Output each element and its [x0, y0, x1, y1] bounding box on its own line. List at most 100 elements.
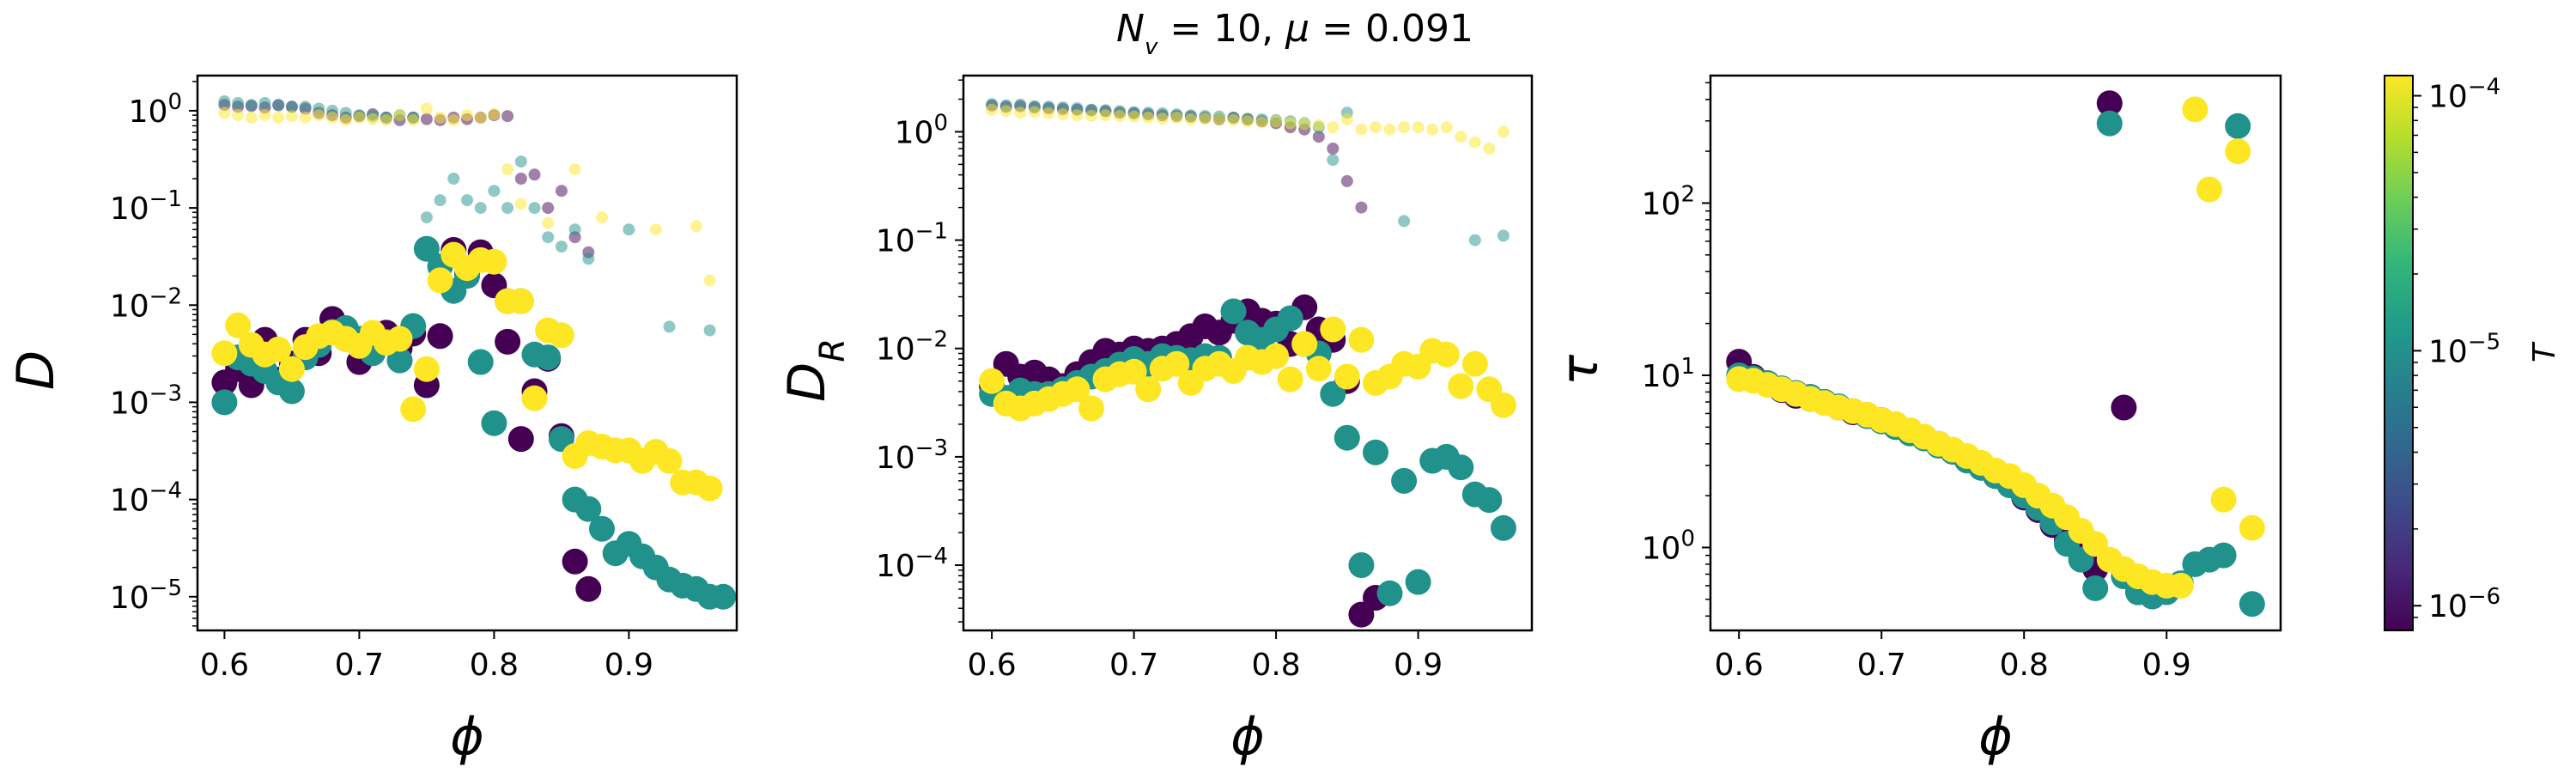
- data-point: [427, 323, 453, 350]
- data-point: [2096, 110, 2123, 137]
- data-point: [400, 396, 427, 423]
- data-point: [514, 155, 527, 168]
- y-tick-exponent: 1: [1680, 354, 1695, 380]
- data-point: [542, 202, 555, 215]
- data-point: [461, 194, 473, 207]
- y-tick-base: 10: [110, 386, 149, 421]
- y-tick-base: 10: [876, 224, 915, 259]
- y-tick-label: 101: [1642, 354, 1695, 394]
- data-point: [507, 288, 534, 314]
- data-point: [1327, 121, 1340, 134]
- y-axis-label-main: τ: [1550, 354, 1610, 386]
- data-point: [1476, 487, 1503, 514]
- data-point: [488, 108, 501, 120]
- y-tick-base: 10: [1642, 531, 1681, 566]
- data-point: [1426, 123, 1439, 136]
- y-tick-base: 10: [876, 549, 915, 584]
- data-point: [1263, 343, 1290, 369]
- data-point: [542, 216, 555, 229]
- data-point: [514, 173, 527, 185]
- data-point: [1483, 143, 1496, 155]
- data-point: [1270, 115, 1283, 128]
- data-point: [696, 475, 723, 502]
- data-point: [278, 356, 305, 382]
- data-point: [514, 198, 527, 210]
- data-point: [1340, 174, 1353, 187]
- x-tick-label: 0.9: [605, 648, 653, 683]
- data-point: [1156, 113, 1169, 125]
- y-tick-label: 100: [895, 110, 948, 150]
- y-tick-base: 10: [110, 484, 149, 519]
- data-point: [2239, 514, 2265, 541]
- data-point: [488, 185, 501, 198]
- data-point: [461, 109, 473, 122]
- data-point: [1398, 215, 1411, 228]
- y-tick-exponent: −2: [149, 283, 182, 309]
- data-point: [1121, 358, 1147, 385]
- data-point: [1348, 552, 1375, 578]
- x-tick-label: 0.6: [200, 648, 249, 683]
- y-tick-base: 10: [129, 94, 168, 130]
- data-points: [1726, 90, 2265, 618]
- y-tick-exponent: −2: [915, 327, 948, 353]
- data-point: [386, 326, 413, 352]
- data-point: [1340, 113, 1353, 125]
- data-point: [474, 111, 487, 124]
- data-point: [1277, 305, 1303, 332]
- title-n: N: [1116, 7, 1145, 51]
- data-point: [582, 253, 595, 265]
- x-axis-label: ϕ: [1230, 707, 1265, 767]
- y-tick-exponent: −3: [915, 435, 948, 461]
- data-point: [542, 231, 555, 244]
- data-point: [979, 368, 1005, 394]
- x-tick-label: 0.7: [1109, 648, 1158, 683]
- data-point: [1455, 131, 1467, 143]
- data-point: [521, 385, 548, 411]
- data-point: [1099, 109, 1112, 122]
- axes-frame: [1709, 74, 2282, 632]
- data-point: [1348, 601, 1375, 628]
- data-point: [339, 113, 352, 126]
- data-point: [427, 267, 453, 294]
- y-tick-exponent: −4: [149, 478, 182, 504]
- data-point: [367, 113, 380, 125]
- data-point: [2225, 138, 2251, 165]
- data-point: [1284, 117, 1297, 130]
- data-point: [481, 248, 507, 275]
- data-point: [265, 336, 292, 362]
- figure-title: Nv = 10, μ = 0.091: [1116, 7, 1473, 60]
- data-point: [555, 240, 568, 253]
- y-tick-label: 10−2: [876, 327, 948, 368]
- title-mu: μ: [1285, 7, 1309, 51]
- data-point: [1348, 326, 1375, 353]
- colorbar-tick-label: 10−6: [2428, 584, 2500, 624]
- data-point: [986, 103, 999, 116]
- colorbar-gradient: [2385, 76, 2413, 630]
- data-point: [1127, 110, 1140, 123]
- data-point: [299, 100, 312, 113]
- data-point: [1163, 350, 1190, 377]
- data-point: [434, 194, 447, 207]
- data-point: [1298, 118, 1311, 131]
- y-tick-label: 10−1: [876, 219, 948, 259]
- data-point: [1170, 112, 1183, 124]
- data-point: [481, 410, 507, 436]
- data-point: [447, 173, 460, 185]
- data-point: [272, 99, 285, 112]
- data-point: [1028, 106, 1041, 119]
- y-tick-label: 10−2: [110, 283, 182, 324]
- x-tick-label: 0.9: [1394, 648, 1443, 683]
- colorbar-tick-label: 10−4: [2428, 75, 2500, 115]
- data-point: [218, 107, 231, 119]
- x-tick-label: 0.6: [967, 648, 1016, 683]
- data-point: [1064, 376, 1091, 403]
- y-axis-label: DR: [777, 338, 853, 402]
- data-points: [211, 95, 737, 610]
- colorbar-frame: [2384, 75, 2414, 631]
- data-point: [1085, 110, 1097, 122]
- axes-frame: [196, 74, 738, 632]
- y-tick-exponent: −4: [915, 544, 948, 569]
- colorbar: 10−610−510−4T: [2384, 75, 2562, 631]
- data-points: [979, 98, 1516, 628]
